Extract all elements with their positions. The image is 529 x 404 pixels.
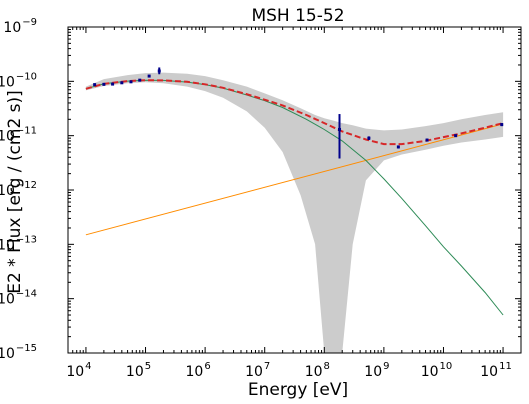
y-tick-exponent: −9 <box>22 17 37 28</box>
y-tick-exponent: −12 <box>16 180 37 191</box>
data-point <box>500 123 504 127</box>
data-point <box>129 80 133 84</box>
x-tick-exponent: 8 <box>324 361 330 372</box>
x-axis-label: Energy [eV] <box>248 380 348 400</box>
y-tick-exponent: −11 <box>16 126 37 137</box>
x-tick-label: 106 <box>186 361 211 380</box>
data-point <box>111 82 115 86</box>
hard-component-line <box>85 123 504 236</box>
y-tick-label: 10−10 <box>0 71 37 90</box>
plot-area <box>85 67 504 353</box>
total-model-line <box>85 79 504 146</box>
x-tick-label: 107 <box>245 361 270 380</box>
data-point <box>147 74 151 78</box>
model-lines-layer <box>85 79 504 316</box>
x-tick-label: 104 <box>66 361 91 380</box>
x-tick-exponent: 9 <box>383 361 389 372</box>
data-points-layer <box>93 67 504 159</box>
x-tick-exponent: 7 <box>264 361 270 372</box>
data-point <box>93 83 97 87</box>
confidence-band <box>85 72 504 353</box>
chart-title: MSH 15-52 <box>251 6 344 26</box>
confidence-band-layer <box>85 72 504 353</box>
data-point <box>367 136 371 140</box>
y-tick-label: 10−9 <box>3 17 37 36</box>
data-point <box>120 81 124 85</box>
data-point <box>454 134 458 138</box>
x-tick-label: 109 <box>364 361 389 380</box>
x-tick-label: 105 <box>126 361 151 380</box>
data-point <box>338 127 342 131</box>
y-tick-exponent: −15 <box>16 343 37 354</box>
x-tick-exponent: 11 <box>499 361 512 372</box>
x-tick-label: 108 <box>305 361 330 380</box>
x-tick-exponent: 5 <box>145 361 151 372</box>
y-axis-label: E2 * Flux [erg / (cm2 s)] <box>5 90 25 294</box>
x-tick-exponent: 10 <box>440 361 453 372</box>
y-tick-exponent: −10 <box>16 71 37 82</box>
data-point <box>425 138 429 142</box>
data-point <box>102 82 106 86</box>
soft-component-line <box>85 79 504 316</box>
x-tick-label: 1010 <box>421 361 453 380</box>
data-point <box>396 145 400 149</box>
x-tick-exponent: 4 <box>85 361 91 372</box>
y-tick-label: 10−15 <box>0 343 37 362</box>
y-tick-exponent: −14 <box>16 289 37 300</box>
x-tick-exponent: 6 <box>204 361 210 372</box>
data-point <box>157 69 161 73</box>
data-point <box>138 78 142 82</box>
y-tick-exponent: −13 <box>16 234 37 245</box>
x-tick-label: 1011 <box>480 361 512 380</box>
